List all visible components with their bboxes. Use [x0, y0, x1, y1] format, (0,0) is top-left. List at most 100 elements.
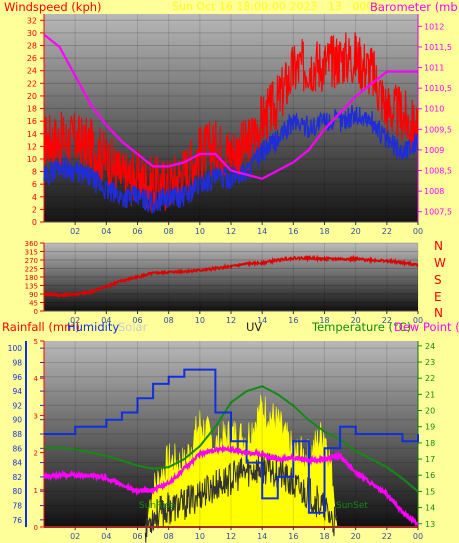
temperature-tick-label: 16	[425, 471, 435, 480]
direction-tick-label: 270	[25, 257, 38, 265]
dewpoint-axis-label: Dew Point (°C)	[394, 320, 459, 334]
x-tick-label: 06	[132, 316, 142, 325]
x-tick-label: 00	[413, 532, 423, 541]
x-tick-label: 22	[382, 316, 392, 325]
humidity-tick-label: 98	[12, 358, 22, 367]
x-tick-label: 20	[351, 316, 361, 325]
humidity-tick-label: 100	[8, 344, 23, 353]
direction-tick-label: 135	[25, 283, 38, 291]
windspeed-tick-label: 22	[27, 79, 37, 88]
windspeed-tick-label: 30	[27, 29, 37, 38]
humidity-tick-label: 82	[12, 473, 22, 482]
barometer-tick-label: 1011	[424, 64, 444, 73]
x-tick-label: 02	[70, 316, 80, 325]
x-tick-label: 20	[351, 532, 361, 541]
rainfall-tick-label: 2	[34, 450, 38, 458]
x-tick-label: 10	[195, 227, 205, 236]
humidity-tick-label: 80	[12, 487, 22, 496]
windspeed-tick-label: 12	[27, 142, 37, 151]
x-tick-label: 16	[288, 532, 298, 541]
solar-axis-label: Solar	[118, 320, 148, 334]
x-tick-label: 14	[257, 532, 267, 541]
x-tick-label: 14	[257, 227, 267, 236]
direction-tick-label: 0	[34, 308, 38, 316]
x-tick-label: 04	[101, 532, 111, 541]
temperature-tick-label: 20	[425, 407, 435, 416]
x-tick-label: 20	[351, 227, 361, 236]
rainfall-tick-label: 5	[34, 338, 38, 346]
windspeed-axis-label: Windspeed (kph)	[4, 0, 102, 14]
top-status-text: Sun Oct 16 18:00:00 2023 · 13 · 0000	[172, 0, 381, 13]
direction-label-n-top: N	[434, 239, 443, 253]
temperature-tick-label: 13	[425, 520, 435, 529]
x-tick-label: 18	[319, 316, 329, 325]
panel2-plot-area	[44, 243, 418, 311]
x-tick-label: 08	[164, 227, 174, 236]
direction-label-e: E	[434, 290, 442, 304]
rainfall-tick-label: 4	[34, 375, 39, 383]
direction-tick-label: 90	[29, 291, 38, 299]
windspeed-tick-label: 2	[32, 205, 37, 214]
windspeed-tick-label: 16	[27, 117, 37, 126]
x-tick-label: 00	[413, 316, 423, 325]
x-tick-label: 06	[132, 532, 142, 541]
x-tick-label: 12	[226, 532, 236, 541]
barometer-tick-label: 1007,5	[424, 208, 452, 217]
x-tick-label: 22	[382, 227, 392, 236]
rainfall-axis-label: Rainfall (mm)	[2, 320, 80, 334]
x-tick-label: 02	[70, 227, 80, 236]
humidity-tick-label: 96	[12, 373, 22, 382]
barometer-axis-label: Barometer (mb)	[370, 0, 459, 14]
x-tick-label: 00	[413, 227, 423, 236]
humidity-tick-label: 78	[12, 502, 22, 511]
x-tick-label: 14	[257, 316, 267, 325]
wind-direction-line	[43, 254, 419, 299]
temperature-tick-label: 14	[425, 504, 435, 513]
windspeed-tick-label: 14	[27, 130, 37, 139]
humidity-tick-label: 76	[12, 516, 22, 525]
windspeed-tick-label: 24	[27, 67, 37, 76]
direction-tick-label: 45	[29, 300, 38, 308]
humidity-tick-label: 88	[12, 430, 22, 439]
barometer-tick-label: 1008,5	[424, 167, 452, 176]
x-tick-label: 18	[319, 227, 329, 236]
direction-tick-label: 225	[25, 266, 38, 274]
temperature-tick-label: 21	[425, 390, 435, 399]
windspeed-tick-label: 4	[32, 193, 37, 202]
temperature-tick-label: 23	[425, 358, 435, 367]
sunset-label: SunSet	[336, 501, 368, 511]
barometer-line	[43, 33, 418, 181]
x-tick-label: 10	[195, 316, 205, 325]
x-tick-label: 08	[164, 316, 174, 325]
x-tick-label: 12	[226, 316, 236, 325]
x-tick-label: 04	[101, 227, 111, 236]
humidity-tick-label: 84	[12, 459, 22, 468]
barometer-tick-label: 1009,5	[424, 125, 452, 134]
x-tick-label: 16	[288, 227, 298, 236]
x-tick-label: 22	[382, 532, 392, 541]
dew-point-line	[44, 385, 419, 493]
sunrise-label: SunRise	[139, 501, 176, 511]
windspeed-tick-label: 18	[27, 105, 37, 114]
temperature-tick-label: 19	[425, 423, 435, 432]
windspeed-tick-label: 32	[27, 16, 37, 25]
windspeed-tick-label: 28	[27, 42, 37, 51]
barometer-tick-label: 1011,5	[424, 43, 452, 52]
temperature-tick-label: 24	[425, 342, 435, 351]
windspeed-line	[43, 32, 419, 212]
humidity-axis-label: Humidity	[67, 320, 120, 334]
temperature-tick-label: 15	[425, 487, 435, 496]
temperature-tick-label: 18	[425, 439, 435, 448]
temperature-tick-label: 22	[425, 374, 435, 383]
windspeed-tick-label: 20	[27, 92, 37, 101]
rainfall-tick-label: 1	[34, 487, 38, 495]
direction-tick-label: 360	[25, 240, 38, 248]
windspeed-avg-line	[43, 104, 419, 214]
barometer-tick-label: 1009	[424, 146, 444, 155]
x-tick-label: 10	[195, 532, 205, 541]
windspeed-tick-label: 8	[32, 168, 37, 177]
direction-label-s: S	[434, 273, 442, 287]
windspeed-tick-label: 26	[27, 54, 37, 63]
rainfall-tick-label: 3	[34, 412, 38, 420]
